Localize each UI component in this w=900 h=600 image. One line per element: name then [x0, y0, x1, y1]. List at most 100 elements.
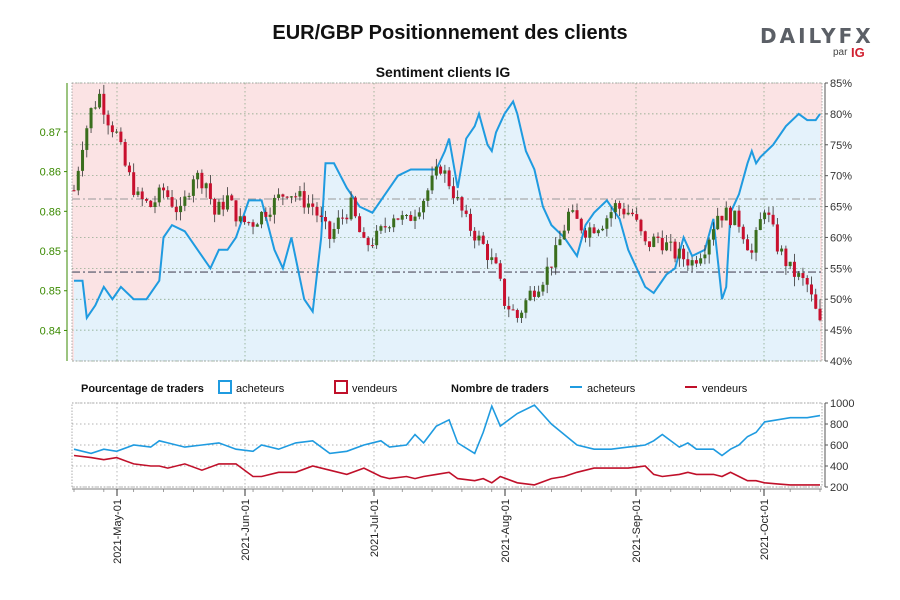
count-tick-label: 600: [830, 440, 848, 452]
candle-body: [639, 219, 643, 232]
dailyfx-logo: DAILYFX par IG: [760, 24, 871, 64]
candle-body: [306, 203, 310, 208]
price-candle: [524, 298, 528, 319]
candle-body: [349, 197, 353, 220]
price-candle: [797, 271, 801, 281]
candle-body: [562, 230, 566, 240]
candle-body: [660, 237, 664, 251]
price-candle: [780, 245, 784, 256]
candle-body: [571, 210, 575, 212]
price-candle: [400, 210, 404, 225]
price-candle: [686, 251, 690, 271]
candle-body: [328, 221, 332, 239]
candle-body: [93, 107, 97, 109]
sentiment-lines: [74, 99, 821, 321]
candle-body: [541, 284, 545, 292]
pct-tick-label: 75%: [830, 140, 852, 152]
candle-body: [396, 218, 400, 220]
candle-body: [524, 300, 528, 313]
main-panel-background: [72, 83, 822, 361]
price-candle: [285, 196, 289, 200]
count-tick-label: 400: [830, 461, 848, 473]
candle-body: [255, 224, 259, 227]
candle-body: [703, 254, 707, 259]
price-candle: [289, 196, 293, 204]
candle-body: [443, 170, 447, 174]
price-candle: [89, 107, 93, 133]
candle-body: [136, 191, 140, 195]
candle-body: [157, 187, 161, 203]
price-candle: [166, 186, 170, 200]
price-candle: [268, 207, 272, 222]
candle-body: [797, 273, 801, 277]
price-candle: [81, 141, 85, 177]
price-candle: [584, 227, 588, 243]
price-candle: [413, 209, 417, 229]
price-candle: [626, 204, 630, 216]
candle-body: [707, 239, 711, 255]
price-candle: [341, 209, 345, 225]
price-candle: [571, 204, 575, 214]
candle-body: [716, 215, 720, 230]
count-tick-label: 200: [830, 482, 848, 494]
legend-count-sellers: vendeurs: [702, 383, 748, 395]
price-candle: [758, 212, 762, 231]
candle-body: [473, 230, 477, 241]
candle-body: [771, 214, 775, 225]
price-candle: [763, 209, 767, 224]
price-candle: [503, 278, 507, 310]
candle-body: [750, 250, 754, 253]
candle-body: [545, 266, 549, 285]
candle-body: [592, 227, 596, 234]
price-candle: [115, 128, 119, 134]
candle-body: [622, 208, 626, 215]
pct-tick-label: 65%: [830, 202, 852, 214]
price-candle: [520, 310, 524, 323]
price-candle: [127, 162, 131, 176]
legend-pct-buyers: acheteurs: [236, 383, 285, 395]
price-candle: [174, 199, 178, 221]
candle-body: [324, 216, 328, 222]
candle-body: [166, 190, 170, 198]
legend-pct-sellers: vendeurs: [352, 383, 398, 395]
candle-body: [780, 248, 784, 252]
candle-body: [741, 226, 745, 240]
logo-wordmark: DAILYFX: [760, 24, 874, 48]
price-candle: [72, 184, 76, 192]
candle-body: [643, 231, 647, 242]
candle-body: [204, 183, 208, 189]
candle-body: [456, 197, 460, 199]
price-candle: [451, 177, 455, 205]
price-tick-label: 0.87: [40, 127, 61, 139]
price-candle: [426, 188, 430, 207]
candle-body: [285, 196, 289, 198]
candle-body: [507, 305, 511, 310]
price-candle: [221, 195, 225, 217]
price-candle: [170, 189, 174, 209]
price-candle: [306, 194, 310, 214]
price-candle: [596, 228, 600, 237]
candle-body: [319, 215, 323, 217]
price-candle: [311, 194, 315, 216]
candle-body: [366, 237, 370, 246]
price-candle: [613, 199, 617, 220]
price-candle: [630, 208, 634, 217]
candle-body: [549, 266, 553, 268]
candle-body: [464, 210, 468, 214]
price-tick-label: 0.85: [40, 286, 61, 298]
price-candle: [247, 221, 251, 226]
price-candle: [251, 219, 255, 235]
candle-body: [217, 201, 221, 215]
price-candle: [801, 267, 805, 286]
candle-body: [728, 207, 732, 226]
price-candle: [618, 200, 622, 217]
price-candle: [528, 285, 532, 302]
price-candle: [643, 230, 647, 246]
candle-body: [699, 258, 703, 264]
price-candle: [750, 243, 754, 260]
candle-body: [818, 308, 822, 321]
candle-body: [221, 201, 225, 210]
price-candle: [707, 237, 711, 264]
price-candle: [230, 193, 234, 201]
candle-body: [596, 230, 600, 234]
